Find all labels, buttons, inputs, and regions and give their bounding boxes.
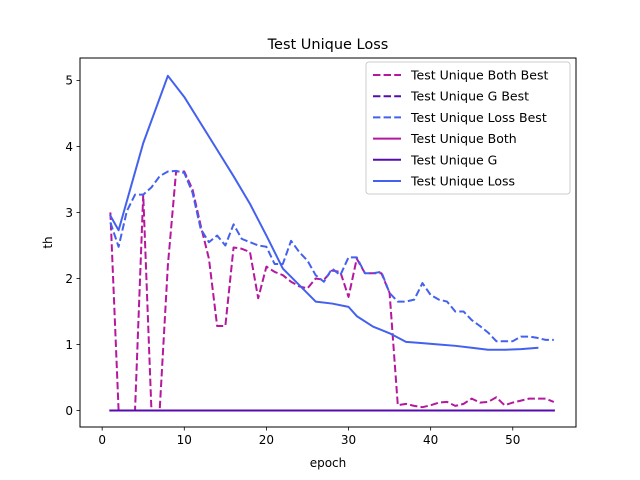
legend-label-2: Test Unique G Best bbox=[410, 89, 529, 104]
y-axis-title: th bbox=[41, 236, 55, 248]
series-line-1 bbox=[109, 170, 555, 412]
legend-label-5: Test Unique G bbox=[410, 152, 497, 167]
x-tick-label: 0 bbox=[98, 433, 106, 447]
series-line-3 bbox=[109, 169, 554, 343]
y-tick-label: 5 bbox=[65, 74, 73, 88]
y-tick-label: 0 bbox=[65, 404, 73, 418]
legend-box bbox=[365, 61, 571, 195]
y-tick-label: 1 bbox=[65, 338, 73, 352]
plot-area bbox=[109, 74, 555, 412]
x-tick-label: 20 bbox=[259, 433, 274, 447]
legend-label-4: Test Unique Both bbox=[410, 131, 517, 146]
x-axis: 0 10 20 30 40 50 bbox=[98, 427, 520, 447]
x-tick-label: 30 bbox=[341, 433, 356, 447]
x-tick-label: 40 bbox=[423, 433, 438, 447]
legend-label-6: Test Unique Loss bbox=[410, 174, 515, 189]
y-tick-label: 2 bbox=[65, 272, 73, 286]
y-axis: 0 1 2 3 4 5 bbox=[65, 74, 80, 418]
x-tick-label: 10 bbox=[177, 433, 192, 447]
y-tick-label: 3 bbox=[65, 206, 73, 220]
chart-title: Test Unique Loss bbox=[267, 37, 389, 53]
y-tick-label: 4 bbox=[65, 140, 73, 154]
legend: Test Unique Both Best Test Unique G Best T… bbox=[365, 61, 571, 195]
x-tick-label: 50 bbox=[505, 433, 520, 447]
legend-label-3: Test Unique Loss Best bbox=[410, 110, 547, 125]
legend-label-1: Test Unique Both Best bbox=[410, 68, 548, 83]
x-axis-title: epoch bbox=[310, 456, 347, 470]
axes-frame bbox=[79, 57, 577, 428]
series-line-6 bbox=[109, 74, 539, 351]
